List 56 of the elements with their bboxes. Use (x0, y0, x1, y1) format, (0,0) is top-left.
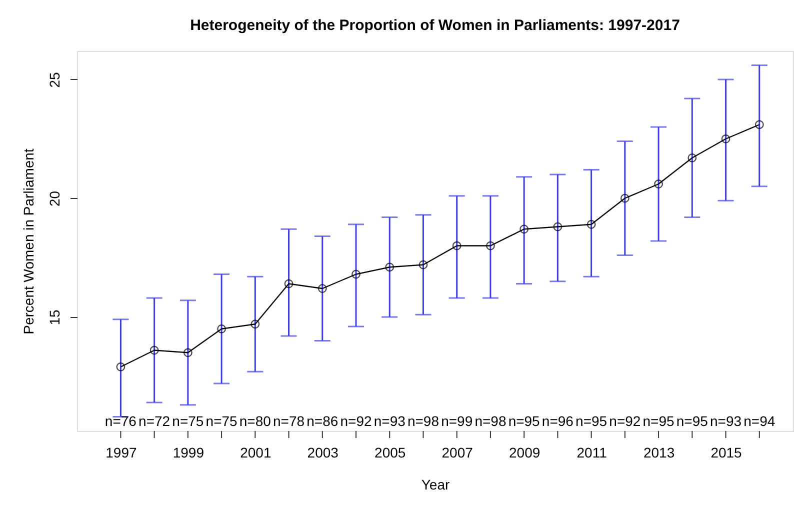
point (150, 346, 159, 355)
point (250, 320, 260, 329)
y-tick-label: 15 (46, 310, 62, 326)
x-tick-label: 2003 (307, 444, 339, 460)
point (183, 348, 192, 358)
point (721, 134, 730, 144)
annotation: n=76 (104, 413, 137, 429)
annotation: n=72 (138, 413, 170, 429)
point (754, 120, 764, 130)
annotation: n=75 (206, 413, 238, 429)
point (520, 224, 529, 234)
point (620, 194, 630, 203)
x-tick-label: 2011 (576, 444, 608, 460)
x-tick-label: 2009 (509, 444, 540, 460)
x-tick-label: 1999 (172, 444, 204, 460)
point (688, 153, 697, 162)
y-axis-title: Percent Women in Parliament (20, 148, 36, 334)
point (217, 324, 226, 334)
annotation: n=92 (609, 413, 641, 429)
y-tick-label: 20 (46, 190, 62, 207)
x-tick-label: 2007 (442, 444, 474, 460)
annotation: n=95 (508, 413, 540, 429)
annotation: n=95 (642, 413, 675, 429)
annotation: n=93 (710, 413, 742, 429)
point (452, 241, 462, 250)
x-tick-label: 2015 (710, 444, 742, 460)
annotation: n=86 (306, 413, 338, 429)
annotation: n=78 (273, 413, 305, 429)
annotation: n=95 (676, 413, 708, 429)
point (586, 220, 596, 229)
annotation: n=80 (239, 413, 272, 429)
point (116, 362, 126, 372)
chart-title: Heterogeneity of the Proportion of Women in Parliaments: 1997-2017 (190, 17, 680, 34)
point (385, 262, 394, 272)
annotation: n=93 (374, 413, 406, 429)
point (318, 284, 327, 293)
annotation: n=95 (576, 413, 608, 429)
x-axis-title: Year (421, 476, 450, 492)
x-tick-label: 2005 (374, 444, 406, 460)
annotation: n=92 (340, 413, 372, 429)
annotation: n=75 (172, 413, 204, 429)
y-tick-label: 25 (46, 72, 62, 88)
point (486, 241, 495, 250)
point (284, 279, 294, 288)
point (352, 270, 360, 279)
annotation: n=94 (744, 413, 776, 429)
x-tick-label: 2001 (240, 444, 272, 460)
annotation: n=98 (474, 413, 506, 429)
x-tick-label: 1997 (106, 444, 137, 460)
point (553, 222, 562, 232)
point (418, 260, 428, 270)
annotation: n=99 (441, 413, 473, 429)
annotation: n=98 (407, 413, 440, 429)
point (654, 180, 664, 188)
annotation: n=96 (542, 413, 574, 429)
x-tick-label: 2013 (643, 444, 675, 460)
